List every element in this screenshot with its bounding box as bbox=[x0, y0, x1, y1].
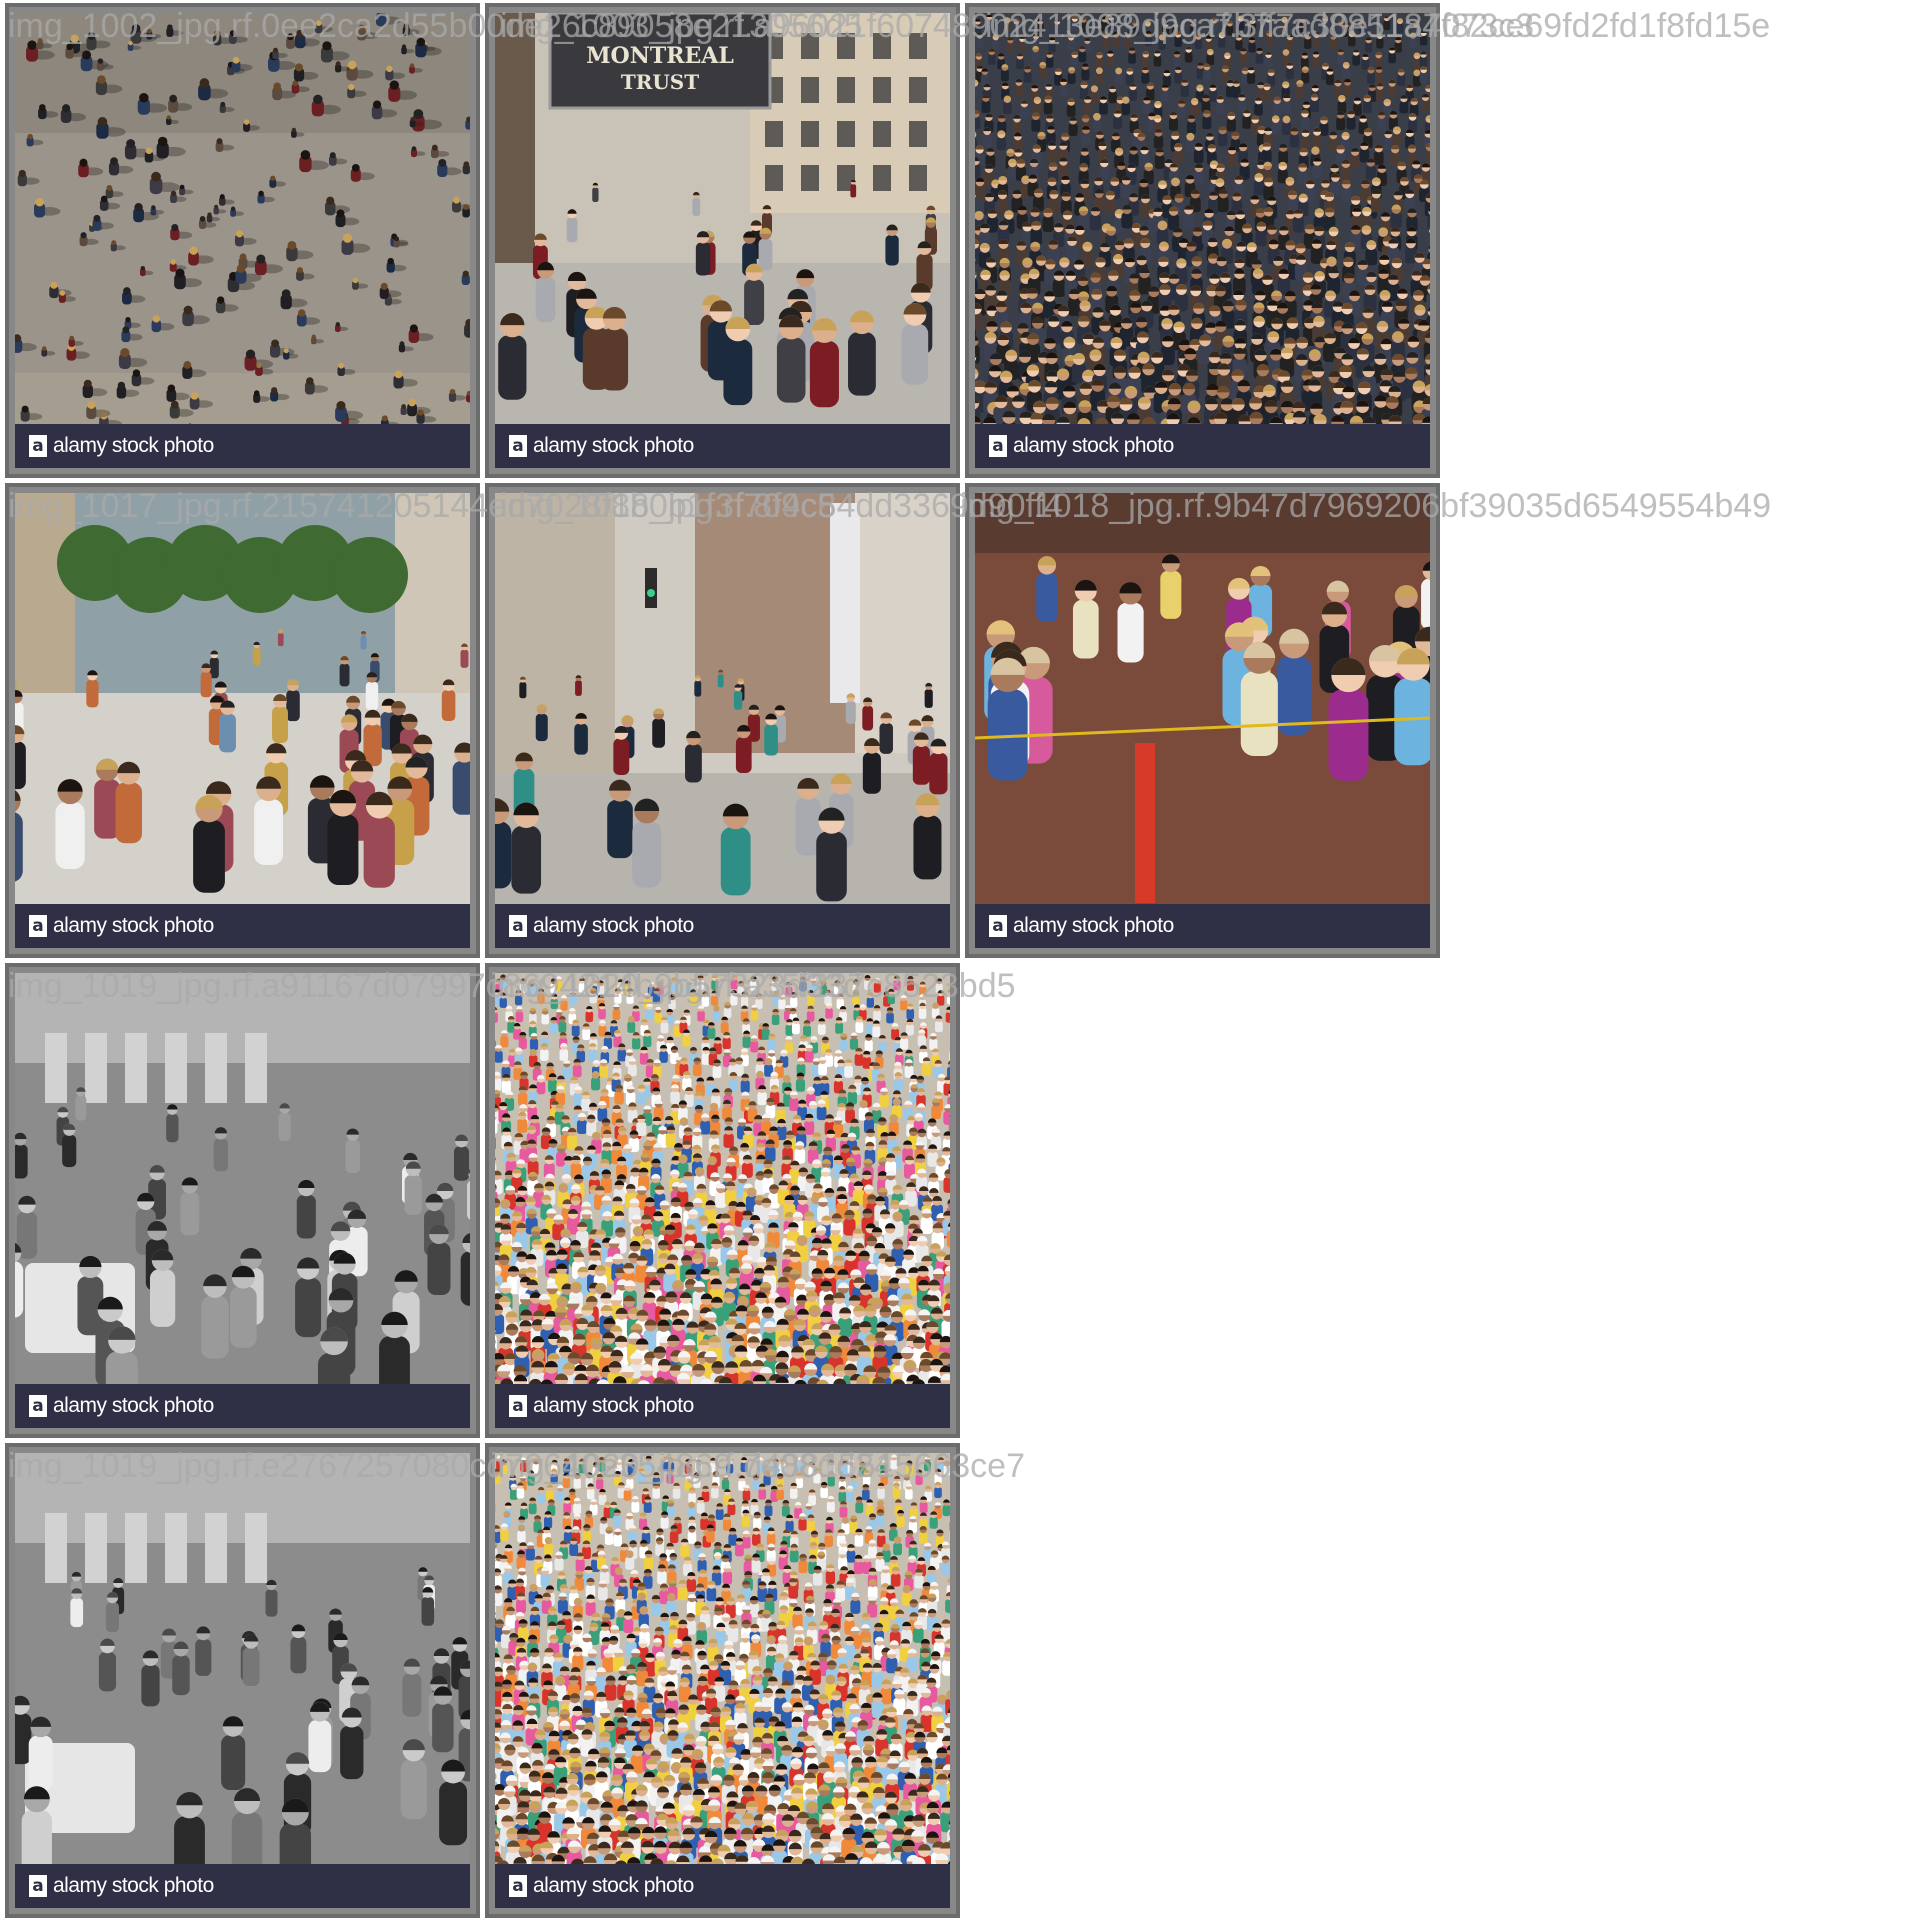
watermark-text: alamy stock photo bbox=[1013, 914, 1174, 937]
watermark-text: alamy stock photo bbox=[533, 1394, 694, 1417]
watermark-bar: a alamy stock photo bbox=[975, 904, 1430, 948]
photo-image bbox=[975, 493, 1430, 948]
crowd-photo bbox=[975, 13, 1430, 468]
photo-tile: a alamy stock photo bbox=[5, 963, 480, 1438]
photo-tile: MONTREAL TRUST a alamy stock photo bbox=[485, 3, 960, 478]
sign-text-line2: TRUST bbox=[621, 70, 699, 94]
photo-image bbox=[495, 493, 950, 948]
crowd-photo bbox=[15, 13, 470, 468]
watermark-text: alamy stock photo bbox=[1013, 434, 1174, 457]
photo-tile: a alamy stock photo bbox=[485, 1443, 960, 1918]
photo-tile: a alamy stock photo bbox=[485, 483, 960, 958]
alamy-logo-icon: a bbox=[29, 435, 47, 457]
photo-tile: a alamy stock photo bbox=[5, 3, 480, 478]
crowd-photo bbox=[15, 973, 470, 1428]
crowd-photo bbox=[495, 1453, 950, 1908]
alamy-logo-icon: a bbox=[29, 1875, 47, 1897]
photo-image bbox=[495, 973, 950, 1428]
photo-tile: a alamy stock photo bbox=[485, 963, 960, 1438]
alamy-logo-icon: a bbox=[29, 1395, 47, 1417]
watermark-text: alamy stock photo bbox=[533, 914, 694, 937]
photo-image bbox=[495, 1453, 950, 1908]
crowd-photo bbox=[495, 493, 950, 948]
photo-tile: a alamy stock photo bbox=[5, 1443, 480, 1918]
alamy-logo-icon: a bbox=[29, 915, 47, 937]
watermark-bar: a alamy stock photo bbox=[15, 1864, 470, 1908]
watermark-text: alamy stock photo bbox=[53, 1874, 214, 1897]
alamy-logo-icon: a bbox=[509, 435, 527, 457]
watermark-bar: a alamy stock photo bbox=[495, 424, 950, 468]
watermark-text: alamy stock photo bbox=[53, 434, 214, 457]
crowd-photo bbox=[975, 493, 1430, 948]
alamy-logo-icon: a bbox=[509, 1875, 527, 1897]
photo-tile: a alamy stock photo bbox=[965, 483, 1440, 958]
alamy-logo-icon: a bbox=[509, 1395, 527, 1417]
photo-image bbox=[975, 13, 1430, 468]
watermark-bar: a alamy stock photo bbox=[15, 904, 470, 948]
watermark-bar: a alamy stock photo bbox=[495, 1864, 950, 1908]
alamy-logo-icon: a bbox=[989, 915, 1007, 937]
photo-tile: a alamy stock photo bbox=[5, 483, 480, 958]
photo-image bbox=[15, 493, 470, 948]
crowd-photo bbox=[15, 493, 470, 948]
photo-image bbox=[15, 1453, 470, 1908]
alamy-logo-icon: a bbox=[509, 915, 527, 937]
watermark-text: alamy stock photo bbox=[53, 1394, 214, 1417]
sign-text-line1: MONTREAL bbox=[586, 43, 734, 69]
crowd-photo bbox=[15, 1453, 470, 1908]
photo-image bbox=[15, 13, 470, 468]
photo-tile: a alamy stock photo bbox=[965, 3, 1440, 478]
watermark-bar: a alamy stock photo bbox=[15, 1384, 470, 1428]
watermark-text: alamy stock photo bbox=[533, 1874, 694, 1897]
watermark-bar: a alamy stock photo bbox=[495, 1384, 950, 1428]
watermark-text: alamy stock photo bbox=[533, 434, 694, 457]
watermark-bar: a alamy stock photo bbox=[495, 904, 950, 948]
crowd-photo: MONTREAL TRUST bbox=[495, 13, 950, 468]
watermark-bar: a alamy stock photo bbox=[15, 424, 470, 468]
alamy-logo-icon: a bbox=[989, 435, 1007, 457]
watermark-text: alamy stock photo bbox=[53, 914, 214, 937]
photo-image bbox=[15, 973, 470, 1428]
crowd-photo bbox=[495, 973, 950, 1428]
watermark-bar: a alamy stock photo bbox=[975, 424, 1430, 468]
